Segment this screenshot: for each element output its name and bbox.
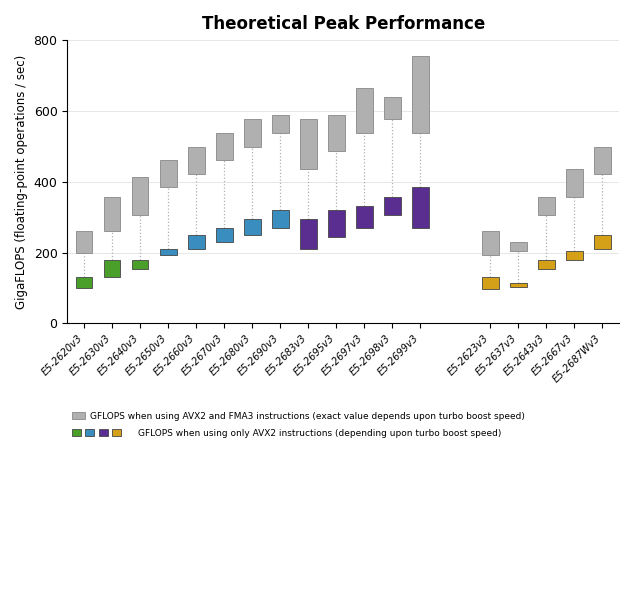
Bar — [538, 197, 555, 215]
Bar — [538, 260, 555, 269]
Bar — [510, 242, 527, 251]
Bar — [75, 277, 93, 288]
Title: Theoretical Peak Performance: Theoretical Peak Performance — [202, 15, 485, 33]
Bar — [384, 97, 401, 119]
Bar — [132, 177, 148, 215]
Bar — [566, 251, 583, 260]
Bar — [300, 119, 316, 169]
Bar — [510, 283, 527, 287]
Bar — [243, 220, 261, 235]
Bar — [104, 197, 120, 230]
Bar — [272, 210, 288, 228]
Bar — [216, 133, 233, 160]
Bar — [482, 277, 498, 289]
Y-axis label: GigaFLOPS (floating-point operations / sec): GigaFLOPS (floating-point operations / s… — [15, 55, 28, 309]
Bar — [216, 228, 233, 242]
Bar — [328, 115, 344, 151]
Bar — [300, 220, 316, 249]
Bar — [411, 187, 429, 228]
Bar — [75, 230, 93, 253]
Bar — [188, 147, 205, 174]
Bar — [188, 235, 205, 249]
Bar — [104, 260, 120, 277]
Bar — [482, 230, 498, 256]
Bar — [594, 147, 611, 174]
Bar — [411, 56, 429, 133]
Bar — [356, 206, 373, 228]
Bar — [328, 210, 344, 238]
Bar — [566, 169, 583, 197]
Bar — [243, 119, 261, 147]
Bar — [356, 88, 373, 133]
Bar — [272, 115, 288, 133]
Bar — [384, 197, 401, 215]
Bar — [160, 249, 176, 256]
Bar — [132, 260, 148, 269]
Bar — [594, 235, 611, 249]
Bar — [160, 160, 176, 187]
Legend: , , , , GFLOPS when using only AVX2 instructions (depending upon turbo boost spe: , , , , GFLOPS when using only AVX2 inst… — [72, 428, 501, 437]
